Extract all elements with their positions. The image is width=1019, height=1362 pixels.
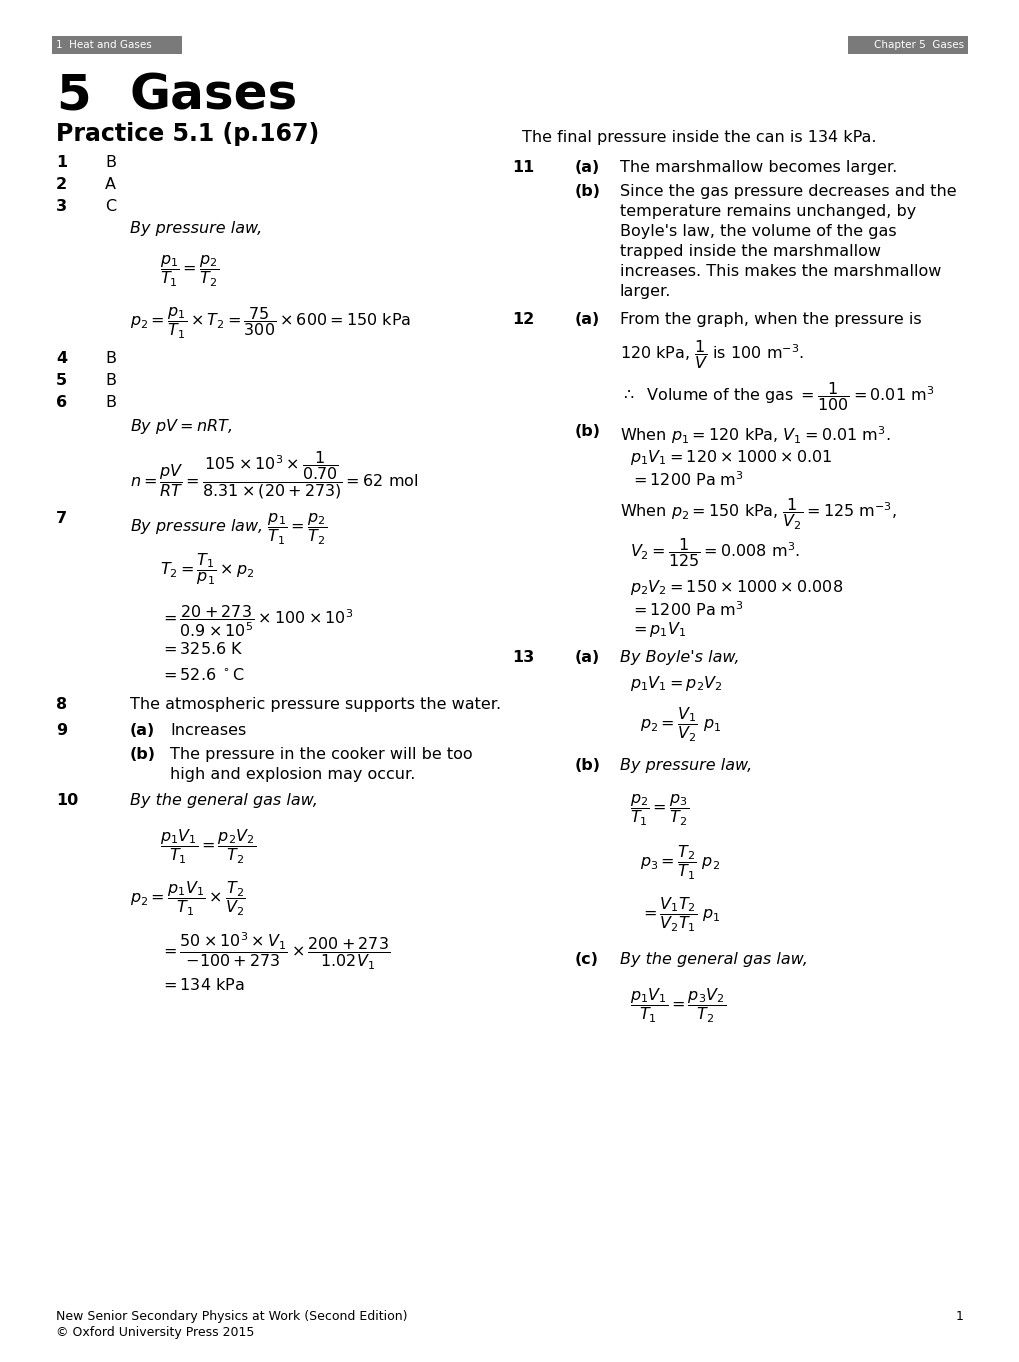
Text: 11: 11	[512, 159, 534, 174]
Text: B: B	[105, 155, 116, 170]
Text: $p_3 = \dfrac{T_2}{T_1}\ p_2$: $p_3 = \dfrac{T_2}{T_1}\ p_2$	[639, 844, 719, 883]
Text: temperature remains unchanged, by: temperature remains unchanged, by	[620, 204, 915, 219]
Text: increases. This makes the marshmallow: increases. This makes the marshmallow	[620, 264, 941, 279]
Text: 1: 1	[56, 155, 67, 170]
Text: 13: 13	[512, 650, 534, 665]
Text: Gases: Gases	[129, 72, 298, 120]
Text: $= 325.6\ \mathrm{K}$: $= 325.6\ \mathrm{K}$	[160, 642, 244, 656]
Text: 7: 7	[56, 511, 67, 526]
Text: $\dfrac{p_2}{T_1} = \dfrac{p_3}{T_2}$: $\dfrac{p_2}{T_1} = \dfrac{p_3}{T_2}$	[630, 791, 689, 828]
Text: Chapter 5  Gases: Chapter 5 Gases	[873, 39, 963, 50]
Text: 3: 3	[56, 199, 67, 214]
Text: By $pV = nRT$,: By $pV = nRT$,	[129, 417, 232, 436]
Text: high and explosion may occur.: high and explosion may occur.	[170, 767, 415, 782]
Text: The atmospheric pressure supports the water.: The atmospheric pressure supports the wa…	[129, 697, 500, 712]
Text: 1  Heat and Gases: 1 Heat and Gases	[56, 39, 152, 50]
Text: 5: 5	[56, 373, 67, 388]
Text: $= 134\ \mathrm{kPa}$: $= 134\ \mathrm{kPa}$	[160, 977, 245, 993]
Text: By pressure law,: By pressure law,	[620, 759, 752, 774]
Text: By pressure law, $\dfrac{p_1}{T_1} = \dfrac{p_2}{T_2}$: By pressure law, $\dfrac{p_1}{T_1} = \df…	[129, 511, 327, 546]
Text: $p_2 = \dfrac{p_1 V_1}{T_1}\times\dfrac{T_2}{V_2}$: $p_2 = \dfrac{p_1 V_1}{T_1}\times\dfrac{…	[129, 878, 246, 918]
Text: $\dfrac{p_1 V_1}{T_1} = \dfrac{p_2 V_2}{T_2}$: $\dfrac{p_1 V_1}{T_1} = \dfrac{p_2 V_2}{…	[160, 827, 256, 866]
Bar	[847, 35, 967, 54]
Text: larger.: larger.	[620, 285, 671, 300]
Text: By the general gas law,: By the general gas law,	[620, 952, 807, 967]
Text: 120 kPa, $\dfrac{1}{V}$ is 100 m$^{-3}$.: 120 kPa, $\dfrac{1}{V}$ is 100 m$^{-3}$.	[620, 338, 803, 370]
Text: $= 52.6\ ^\circ\mathrm{C}$: $= 52.6\ ^\circ\mathrm{C}$	[160, 667, 245, 682]
Text: $= 1200$ Pa m$^3$: $= 1200$ Pa m$^3$	[630, 601, 743, 618]
Text: 10: 10	[56, 793, 78, 808]
Text: $p_2 = \dfrac{p_1}{T_1} \times T_2 = \dfrac{75}{300} \times 600 = 150\ \mathrm{k: $p_2 = \dfrac{p_1}{T_1} \times T_2 = \df…	[129, 305, 411, 340]
Text: $\dfrac{p_1}{T_1} = \dfrac{p_2}{T_2}$: $\dfrac{p_1}{T_1} = \dfrac{p_2}{T_2}$	[160, 253, 219, 289]
Text: By Boyle's law,: By Boyle's law,	[620, 650, 739, 665]
Text: When $p_2 = 150$ kPa, $\dfrac{1}{V_2} = 125\ \mathrm{m}^{-3}$,: When $p_2 = 150$ kPa, $\dfrac{1}{V_2} = …	[620, 496, 896, 531]
Text: trapped inside the marshmallow: trapped inside the marshmallow	[620, 244, 880, 259]
Text: The marshmallow becomes larger.: The marshmallow becomes larger.	[620, 159, 897, 174]
Text: 9: 9	[56, 723, 67, 738]
Text: By the general gas law,: By the general gas law,	[129, 793, 318, 808]
Text: $\dfrac{p_1 V_1}{T_1} = \dfrac{p_3 V_2}{T_2}$: $\dfrac{p_1 V_1}{T_1} = \dfrac{p_3 V_2}{…	[630, 986, 726, 1024]
Text: 5: 5	[56, 72, 91, 120]
Text: 8: 8	[56, 697, 67, 712]
Text: © Oxford University Press 2015: © Oxford University Press 2015	[56, 1327, 254, 1339]
Text: The final pressure inside the can is 134 kPa.: The final pressure inside the can is 134…	[522, 129, 875, 144]
Text: 1: 1	[955, 1310, 963, 1323]
Text: $= p_1 V_1$: $= p_1 V_1$	[630, 620, 686, 639]
Text: $T_2 = \dfrac{T_1}{p_1} \times p_2$: $T_2 = \dfrac{T_1}{p_1} \times p_2$	[160, 552, 254, 587]
Text: (b): (b)	[575, 759, 600, 774]
Text: $= 1200$ Pa m$^3$: $= 1200$ Pa m$^3$	[630, 470, 743, 489]
Text: 2: 2	[56, 177, 67, 192]
Text: $= \dfrac{20+273}{0.9\times10^5}\times100\times10^3$: $= \dfrac{20+273}{0.9\times10^5}\times10…	[160, 603, 353, 639]
Text: Since the gas pressure decreases and the: Since the gas pressure decreases and the	[620, 184, 956, 199]
Text: (a): (a)	[129, 723, 155, 738]
Text: $= \dfrac{50\times10^3\times V_1}{-100+273}\times\dfrac{200+273}{1.02 V_1}$: $= \dfrac{50\times10^3\times V_1}{-100+2…	[160, 932, 390, 972]
Text: Boyle's law, the volume of the gas: Boyle's law, the volume of the gas	[620, 223, 896, 238]
Text: 12: 12	[512, 312, 534, 327]
Text: (a): (a)	[575, 312, 599, 327]
Text: $p_1 V_1 = p_2 V_2$: $p_1 V_1 = p_2 V_2$	[630, 674, 721, 693]
Text: $V_2 = \dfrac{1}{125} = 0.008\ \mathrm{m}^3$.: $V_2 = \dfrac{1}{125} = 0.008\ \mathrm{m…	[630, 537, 799, 569]
Text: The pressure in the cooker will be too: The pressure in the cooker will be too	[170, 746, 472, 761]
Text: (c): (c)	[575, 952, 598, 967]
Text: (b): (b)	[575, 184, 600, 199]
Text: (a): (a)	[575, 159, 599, 174]
Text: B: B	[105, 351, 116, 366]
Bar	[52, 35, 181, 54]
Text: $p_2 V_2 = 150\times1000\times0.008$: $p_2 V_2 = 150\times1000\times0.008$	[630, 577, 843, 597]
Text: (b): (b)	[575, 424, 600, 439]
Text: $p_1 V_1 = 120\times1000\times0.01$: $p_1 V_1 = 120\times1000\times0.01$	[630, 448, 832, 467]
Text: B: B	[105, 373, 116, 388]
Text: When $p_1 = 120$ kPa, $V_1 = 0.01$ m$^3$.: When $p_1 = 120$ kPa, $V_1 = 0.01$ m$^3$…	[620, 424, 890, 445]
Text: By pressure law,: By pressure law,	[129, 221, 262, 236]
Text: B: B	[105, 395, 116, 410]
Text: (a): (a)	[575, 650, 599, 665]
Text: New Senior Secondary Physics at Work (Second Edition): New Senior Secondary Physics at Work (Se…	[56, 1310, 408, 1323]
Text: 4: 4	[56, 351, 67, 366]
Text: (b): (b)	[129, 746, 156, 761]
Text: Increases: Increases	[170, 723, 246, 738]
Text: $p_2 = \dfrac{V_1}{V_2}\ p_1$: $p_2 = \dfrac{V_1}{V_2}\ p_1$	[639, 706, 720, 745]
Text: A: A	[105, 177, 116, 192]
Text: 6: 6	[56, 395, 67, 410]
Text: C: C	[105, 199, 116, 214]
Text: $\therefore\ $ Volume of the gas $= \dfrac{1}{100} = 0.01\ \mathrm{m}^3$: $\therefore\ $ Volume of the gas $= \dfr…	[620, 380, 933, 413]
Text: $n = \dfrac{pV}{RT} = \dfrac{105\times10^3\times\dfrac{1}{0.70}}{8.31\times(20+2: $n = \dfrac{pV}{RT} = \dfrac{105\times10…	[129, 449, 418, 501]
Text: Practice 5.1 (p.167): Practice 5.1 (p.167)	[56, 123, 319, 146]
Text: $= \dfrac{V_1 T_2}{V_2 T_1}\ p_1$: $= \dfrac{V_1 T_2}{V_2 T_1}\ p_1$	[639, 896, 720, 934]
Text: From the graph, when the pressure is: From the graph, when the pressure is	[620, 312, 921, 327]
